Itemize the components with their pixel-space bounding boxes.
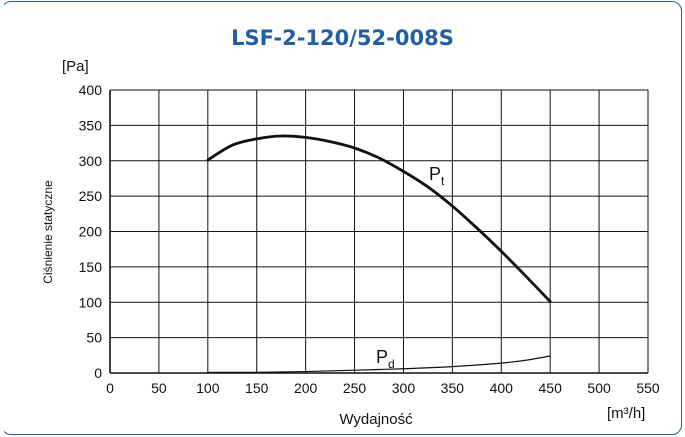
- series-lines: [206, 134, 552, 373]
- y-tick-label: 100: [79, 294, 103, 310]
- x-tick-label: 0: [106, 380, 114, 396]
- x-tick-label: 250: [343, 380, 367, 396]
- series-label-pd: Pd: [376, 347, 395, 371]
- series-label-pt: Pt: [429, 164, 445, 188]
- x-tick-label: 550: [636, 380, 660, 396]
- x-tick-label: 200: [294, 380, 318, 396]
- x-tick-label: 450: [539, 380, 563, 396]
- y-tick-label: 350: [79, 117, 103, 133]
- y-tick-label: 0: [94, 365, 102, 381]
- x-tick-label: 50: [151, 380, 167, 396]
- x-tick-labels: 0 50 100 150 200 250 300 350 400 450 500 550: [106, 380, 660, 396]
- x-tick-label: 150: [245, 380, 269, 396]
- x-axis-label: Wydajność: [339, 411, 413, 428]
- x-tick-label: 500: [587, 380, 611, 396]
- grid: [109, 89, 649, 374]
- y-tick-label: 150: [79, 259, 103, 275]
- series-line-pt: [206, 134, 552, 303]
- y-unit-label: [Pa]: [62, 58, 89, 75]
- series-line-pd: [207, 355, 551, 373]
- y-tick-label: 250: [79, 188, 103, 204]
- y-tick-label: 400: [79, 82, 103, 98]
- y-tick-label: 300: [79, 153, 103, 169]
- x-unit-label: [m³/h]: [607, 405, 645, 422]
- x-tick-label: 300: [392, 380, 416, 396]
- x-tick-label: 350: [441, 380, 465, 396]
- y-axis-label: Ciśnienie statyczne: [41, 180, 55, 284]
- y-tick-labels: 0 50 100 150 200 250 300 350 400: [79, 82, 103, 381]
- y-tick-label: 50: [86, 330, 102, 346]
- x-tick-label: 100: [196, 380, 220, 396]
- y-tick-label: 200: [79, 224, 103, 240]
- chart-title: LSF-2-120/52-008S: [231, 26, 454, 50]
- x-tick-label: 400: [490, 380, 514, 396]
- frame-left-gap: [0, 0, 4, 437]
